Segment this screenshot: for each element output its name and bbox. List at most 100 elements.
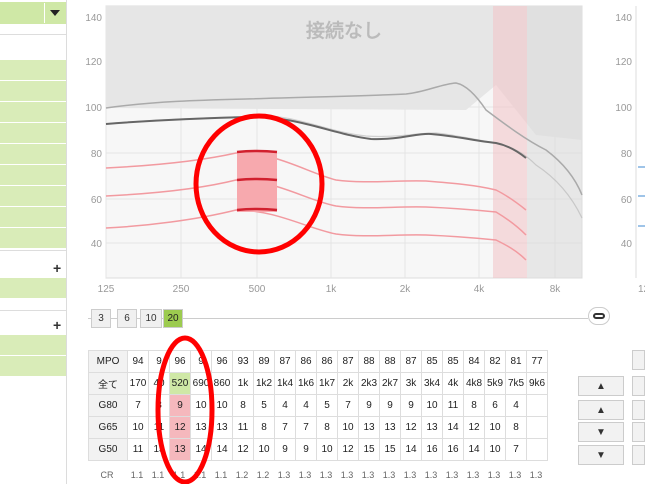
gain-cell[interactable]: 14 (442, 416, 464, 439)
sidebar-item[interactable] (0, 144, 66, 165)
link-toggle[interactable] (588, 307, 610, 325)
down-button[interactable]: ▼ (578, 422, 624, 442)
cr-value: 1.3 (298, 470, 312, 480)
sidebar-item[interactable] (0, 278, 66, 299)
add-icon[interactable]: + (53, 317, 62, 333)
gain-cell[interactable]: 11 (232, 416, 254, 439)
gain-cell[interactable]: 12 (169, 416, 191, 439)
right-table-cut (632, 445, 645, 465)
first-row-button[interactable]: ▲ (578, 376, 624, 396)
dropdown-button[interactable] (44, 3, 65, 23)
gain-cell[interactable]: 7 (274, 416, 296, 439)
right-y-tick-label: 80 (621, 149, 633, 160)
sidebar-item[interactable] (0, 165, 66, 186)
gain-cell[interactable]: 16 (421, 438, 443, 461)
gain-cell[interactable]: 14 (400, 438, 422, 461)
sidebar-item[interactable] (0, 207, 66, 228)
gain-cell[interactable]: 10 (421, 394, 443, 417)
gain-cell[interactable] (526, 416, 548, 439)
band-20-button[interactable]: 20 (163, 309, 183, 328)
table-row: 全て 170 40 520 690 860 1k 1k2 1k4 1k6 1k7 2k 2k3 2k7 3k… (88, 372, 548, 395)
gain-cell[interactable]: 10 (127, 416, 149, 439)
gain-cell[interactable]: 12 (400, 416, 422, 439)
sidebar-item[interactable] (0, 335, 66, 356)
gain-cell: 85 (421, 350, 443, 373)
band-6-button[interactable]: 6 (117, 309, 137, 328)
divider (88, 318, 588, 319)
gain-cell[interactable]: 10 (484, 416, 506, 439)
gain-cell[interactable]: 9 (358, 394, 380, 417)
up-arrow-icon: ▲ (596, 404, 606, 416)
gain-cell[interactable]: 10 (190, 394, 212, 417)
gain-cell: 81 (505, 350, 527, 373)
cr-value: 1.2 (235, 470, 249, 480)
gain-cell[interactable]: 4 (505, 394, 527, 417)
sidebar-item[interactable] (0, 60, 66, 81)
gain-cell[interactable]: 14 (463, 438, 485, 461)
sidebar-item[interactable] (0, 186, 66, 207)
gain-cell[interactable]: 4 (274, 394, 296, 417)
gain-cell[interactable]: 12 (337, 438, 359, 461)
gain-cell[interactable]: 13 (379, 416, 401, 439)
gain-cell[interactable]: 15 (379, 438, 401, 461)
gain-cell: 94 (127, 350, 149, 373)
gain-cell[interactable]: 8 (253, 416, 275, 439)
gain-cell[interactable]: 10 (253, 438, 275, 461)
sidebar-item[interactable] (0, 228, 66, 249)
gain-cell: 87 (337, 350, 359, 373)
gain-cell[interactable]: 7 (295, 416, 317, 439)
handle-bar[interactable] (236, 207, 278, 212)
gain-cell[interactable]: 8 (232, 394, 254, 417)
gain-cell[interactable]: 6 (484, 394, 506, 417)
handle-bar[interactable] (236, 149, 278, 154)
row-label: 全て (88, 372, 128, 395)
gain-cell[interactable]: 7 (127, 394, 149, 417)
gain-cell[interactable]: 16 (442, 438, 464, 461)
gain-cell[interactable]: 9 (379, 394, 401, 417)
band-3-button[interactable]: 3 (91, 309, 111, 328)
gain-cell[interactable]: 13 (358, 416, 380, 439)
band-10-button[interactable]: 10 (140, 309, 162, 328)
gain-cell: 3k4 (421, 372, 443, 395)
gain-cell[interactable]: 14 (211, 438, 233, 461)
right-table-cut (632, 422, 645, 442)
sidebar-item[interactable] (0, 102, 66, 123)
gain-cell[interactable]: 8 (463, 394, 485, 417)
table-row: G50 11 13 13 14 14 12 10 9 9 10 12 15 15 14 16 16 14 10 7 (88, 438, 548, 461)
gain-cell[interactable]: 9 (295, 438, 317, 461)
gain-cell[interactable]: 5 (253, 394, 275, 417)
gain-cell[interactable]: 12 (232, 438, 254, 461)
gain-cell[interactable]: 10 (316, 438, 338, 461)
gain-cell[interactable]: 11 (127, 438, 149, 461)
gain-cell[interactable]: 13 (421, 416, 443, 439)
gain-cell[interactable]: 15 (358, 438, 380, 461)
gain-cell[interactable]: 8 (316, 416, 338, 439)
mpo-curve (105, 82, 583, 196)
sidebar-item[interactable] (0, 81, 66, 102)
sidebar-item[interactable] (0, 356, 66, 377)
gain-cell[interactable]: 11 (442, 394, 464, 417)
gain-cell[interactable] (526, 394, 548, 417)
gain-cell[interactable]: 9 (400, 394, 422, 417)
gain-cell[interactable]: 9 (274, 438, 296, 461)
gain-cell[interactable]: 9 (169, 394, 191, 417)
gain-cell[interactable]: 12 (463, 416, 485, 439)
x-tick-label: 1k (326, 284, 338, 295)
cr-value: 1.3 (445, 470, 459, 480)
gain-cell[interactable]: 10 (484, 438, 506, 461)
gain-cell[interactable]: 7 (337, 394, 359, 417)
gain-cell[interactable]: 5 (316, 394, 338, 417)
gain-cell[interactable]: 8 (505, 416, 527, 439)
gain-cell[interactable]: 4 (295, 394, 317, 417)
gain-cell[interactable]: 7 (505, 438, 527, 461)
sidebar-item[interactable] (0, 123, 66, 144)
gain-cell[interactable] (526, 438, 548, 461)
add-icon[interactable]: + (53, 260, 62, 276)
up-button[interactable]: ▲ (578, 400, 624, 420)
gain-cell[interactable]: 10 (337, 416, 359, 439)
handle-bar[interactable] (236, 177, 278, 182)
chevron-down-icon (50, 10, 60, 16)
cr-value: 1.3 (529, 470, 543, 480)
cr-value: 1.3 (361, 470, 375, 480)
last-row-button[interactable]: ▼ (578, 445, 624, 465)
